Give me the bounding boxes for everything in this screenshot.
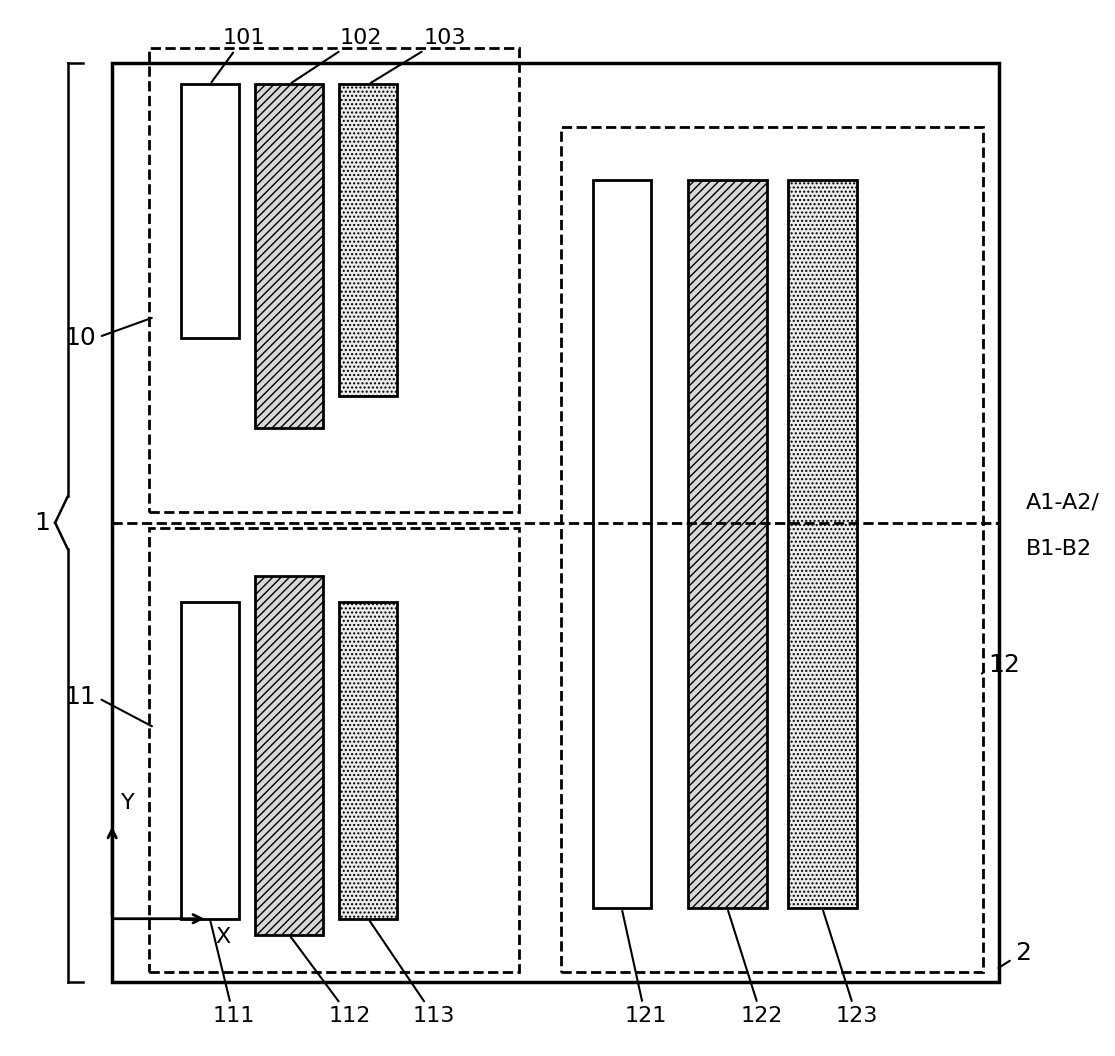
Bar bbox=[688, 180, 767, 908]
Bar bbox=[254, 576, 323, 935]
Text: 111: 111 bbox=[211, 922, 255, 1026]
Bar bbox=[561, 127, 983, 972]
Text: B1-B2: B1-B2 bbox=[1026, 539, 1092, 559]
Text: Y: Y bbox=[120, 793, 134, 813]
Text: 123: 123 bbox=[823, 911, 878, 1026]
Bar bbox=[593, 180, 651, 908]
Text: 122: 122 bbox=[728, 911, 783, 1026]
Bar bbox=[788, 180, 856, 908]
Bar bbox=[181, 84, 239, 338]
Text: 103: 103 bbox=[370, 27, 466, 83]
Text: 11: 11 bbox=[65, 685, 152, 727]
Text: 10: 10 bbox=[65, 318, 152, 350]
Text: 1: 1 bbox=[35, 511, 50, 534]
Text: 101: 101 bbox=[212, 27, 265, 82]
Text: 2: 2 bbox=[998, 941, 1031, 968]
Bar bbox=[339, 602, 397, 919]
Bar bbox=[149, 528, 518, 972]
Text: 102: 102 bbox=[291, 27, 381, 83]
Text: A1-A2/: A1-A2/ bbox=[1026, 492, 1099, 512]
Text: X: X bbox=[215, 927, 231, 947]
Text: 12: 12 bbox=[982, 654, 1020, 677]
Bar bbox=[113, 63, 999, 982]
Text: 121: 121 bbox=[622, 911, 667, 1026]
Bar bbox=[254, 84, 323, 428]
Text: 113: 113 bbox=[370, 921, 455, 1026]
Text: 112: 112 bbox=[291, 937, 371, 1026]
Bar bbox=[181, 602, 239, 919]
Bar bbox=[149, 48, 518, 512]
Bar bbox=[339, 84, 397, 396]
